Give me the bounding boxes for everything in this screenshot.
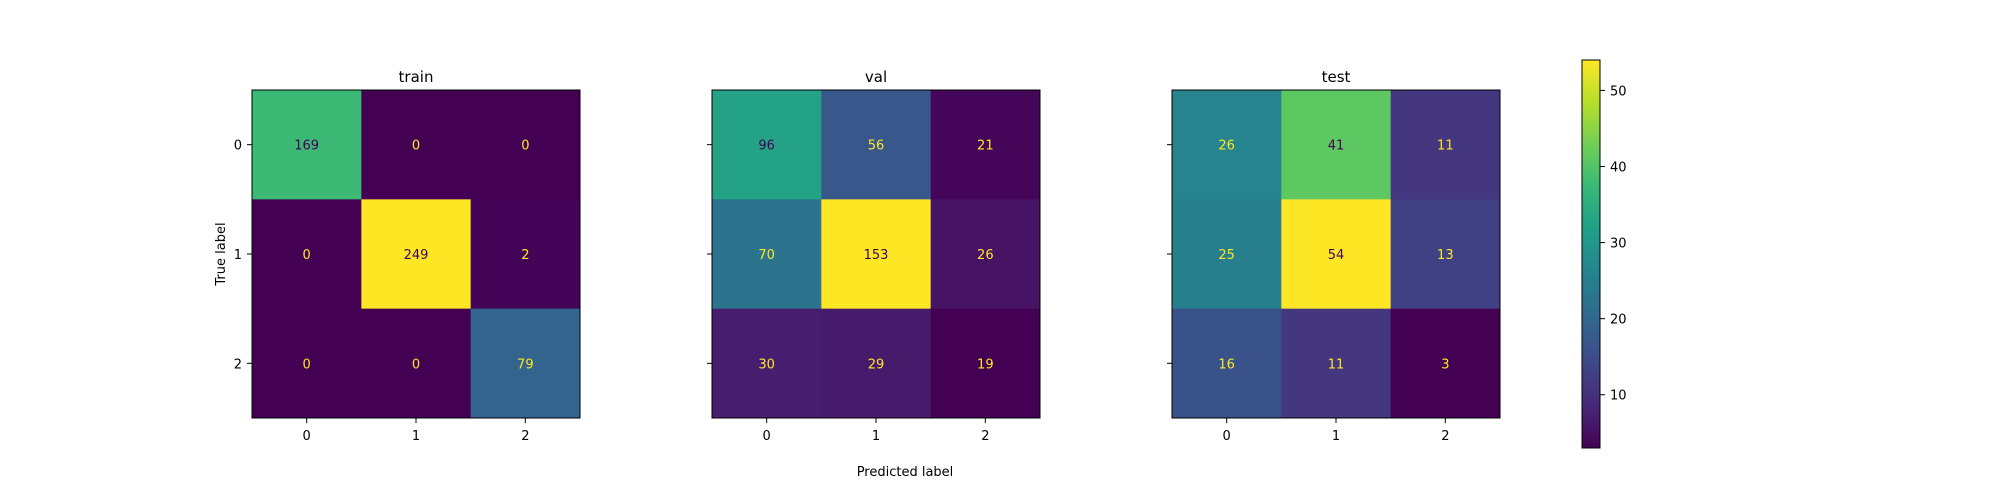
matrix-cell <box>1390 308 1501 419</box>
matrix-cell <box>1281 308 1392 419</box>
colorbar-tick-label: 50 <box>1610 84 1627 99</box>
colorbar-bar <box>1581 59 1601 449</box>
cell-value-label: 0 <box>521 139 529 154</box>
cell-value-label: 26 <box>977 248 994 263</box>
cell-value-label: 13 <box>1437 248 1454 263</box>
cell-value-label: 16 <box>1218 357 1235 372</box>
x-tick-label: 0 <box>1223 429 1231 444</box>
matrix-cell <box>930 90 1041 200</box>
matrix-cell <box>470 308 581 419</box>
cell-value-label: 169 <box>294 139 319 154</box>
y-tick-label: 0 <box>234 139 242 154</box>
matrix-cell <box>361 199 472 310</box>
colorbar-tick-label: 30 <box>1610 237 1627 252</box>
colorbar: 10 20 30 40 50 <box>1581 59 1627 449</box>
cell-value-label: 29 <box>868 357 885 372</box>
x-tick-label: 0 <box>763 429 771 444</box>
x-axis-label: Predicted label <box>857 465 954 480</box>
x-tick-label: 2 <box>981 429 989 444</box>
matrix-cell <box>1172 90 1282 200</box>
x-tick-label: 1 <box>872 429 880 444</box>
panel-title-val: val <box>865 68 887 86</box>
cell-value-label: 0 <box>412 139 420 154</box>
matrix-cell <box>252 90 362 200</box>
matrix-cell <box>361 308 472 419</box>
colorbar-tick-label: 40 <box>1610 161 1627 176</box>
matrix-cell <box>252 199 362 310</box>
cell-value-label: 26 <box>1218 139 1235 154</box>
cell-value-label: 11 <box>1328 357 1345 372</box>
cell-value-label: 249 <box>404 248 429 263</box>
matrix-cell <box>470 199 581 310</box>
matrix-cell <box>821 90 932 200</box>
y-tick-label: 1 <box>234 248 242 263</box>
matrix-cell <box>821 199 932 310</box>
matrix-cell <box>1390 90 1501 200</box>
colorbar-tick-label: 20 <box>1610 313 1627 328</box>
matrix-cell <box>1172 199 1282 310</box>
cell-value-label: 30 <box>758 357 775 372</box>
matrix-cell <box>821 308 932 419</box>
cell-value-label: 25 <box>1218 248 1235 263</box>
matrix-cell <box>930 199 1041 310</box>
x-tick-label: 2 <box>1441 429 1449 444</box>
cell-value-label: 0 <box>303 248 311 263</box>
cell-value-label: 11 <box>1437 139 1454 154</box>
cell-value-label: 153 <box>864 248 889 263</box>
matrix-cell <box>361 90 472 200</box>
matrix-cell <box>930 308 1041 419</box>
y-tick-label: 2 <box>234 357 242 372</box>
cell-value-label: 0 <box>412 357 420 372</box>
matrix-cell <box>712 308 822 419</box>
x-tick-label: 2 <box>521 429 529 444</box>
matrix-cell <box>1390 199 1501 310</box>
cell-value-label: 54 <box>1328 248 1345 263</box>
matrix-cell <box>712 199 822 310</box>
matrix-cell <box>1172 308 1282 419</box>
cell-value-label: 56 <box>868 139 885 154</box>
cell-value-label: 70 <box>758 248 775 263</box>
cell-value-label: 96 <box>758 139 775 154</box>
x-tick-label: 1 <box>1332 429 1340 444</box>
y-axis-label: True label <box>214 222 229 286</box>
matrix-cell <box>1281 90 1392 200</box>
cell-value-label: 0 <box>303 357 311 372</box>
cell-value-label: 19 <box>977 357 994 372</box>
cell-value-label: 2 <box>521 248 529 263</box>
cell-value-label: 21 <box>977 139 994 154</box>
matrix-cell <box>252 308 362 419</box>
x-tick-label: 1 <box>412 429 420 444</box>
colorbar-tick-label: 10 <box>1610 389 1627 404</box>
panel-title-test: test <box>1322 68 1351 86</box>
cell-value-label: 79 <box>517 357 534 372</box>
matrix-cell <box>712 90 822 200</box>
matrix-cell <box>470 90 581 200</box>
matrix-cell <box>1281 199 1392 310</box>
cell-value-label: 3 <box>1441 357 1449 372</box>
cell-value-label: 41 <box>1328 139 1345 154</box>
x-tick-label: 0 <box>303 429 311 444</box>
panel-title-train: train <box>399 68 434 86</box>
